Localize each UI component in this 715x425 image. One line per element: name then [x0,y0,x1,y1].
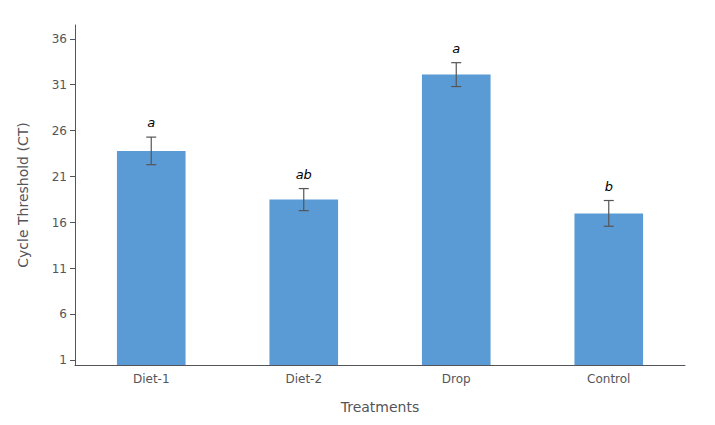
svg-text:Treatments: Treatments [340,399,420,415]
svg-text:11: 11 [52,262,67,276]
svg-text:26: 26 [52,124,67,138]
svg-text:Drop: Drop [442,372,471,386]
svg-text:Diet-1: Diet-1 [133,372,170,386]
svg-text:a: a [147,115,155,130]
svg-text:6: 6 [59,307,67,321]
svg-text:b: b [605,179,613,194]
svg-text:a: a [452,41,460,56]
svg-text:36: 36 [52,32,67,46]
svg-text:ab: ab [296,167,312,182]
svg-text:16: 16 [52,216,67,230]
svg-text:21: 21 [52,170,67,184]
svg-text:1: 1 [59,353,67,367]
svg-text:31: 31 [52,78,67,92]
svg-text:Control: Control [587,372,630,386]
svg-text:Cycle Threshold (CT): Cycle Threshold (CT) [15,122,31,267]
svg-text:Diet-2: Diet-2 [285,372,322,386]
